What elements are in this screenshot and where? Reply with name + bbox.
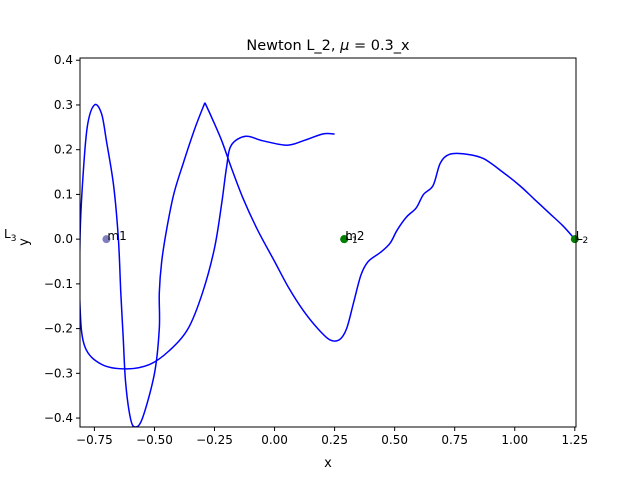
y-tick-label: 0.3	[54, 98, 73, 112]
x-tick-label: −0.25	[196, 433, 233, 447]
y-tick-label: −0.4	[44, 411, 73, 425]
y-tick-label: 0.1	[54, 187, 73, 201]
marker-l1	[340, 235, 349, 244]
x-axis-ticks: −0.75 −0.50 −0.25 0.00 0.25 0.50 0.75 1.00 1.25	[76, 427, 588, 447]
point-label-m1: m1	[107, 229, 126, 243]
x-tick-label: 0.00	[261, 433, 288, 447]
point-label-m2: m2	[345, 229, 364, 243]
trajectory-line-segment	[80, 102, 335, 427]
y-axis-ticks: −0.4 −0.3 −0.2 −0.1 0.0 0.1 0.2 0.3 0.4	[44, 53, 80, 425]
y-tick-label: −0.2	[44, 322, 73, 336]
trajectory-line	[204, 102, 576, 342]
plot-content	[80, 102, 576, 427]
x-tick-label: 1.00	[501, 433, 528, 447]
point-label-l1: L1	[345, 229, 357, 246]
y-tick-label: 0.0	[54, 232, 73, 246]
chart-title: Newton L_2, μ = 0.3_x	[246, 38, 410, 54]
x-tick-label: −0.75	[76, 433, 113, 447]
x-tick-label: 0.25	[321, 433, 348, 447]
point-label-l2: L2	[576, 229, 588, 246]
y-tick-label: −0.3	[44, 366, 73, 380]
plot-frame	[79, 57, 577, 428]
marker-m1	[102, 235, 111, 244]
y-tick-label: 0.4	[54, 53, 73, 67]
y-tick-label: 0.2	[54, 143, 73, 157]
y-tick-label: −0.1	[44, 277, 73, 291]
x-tick-label: 1.25	[561, 433, 588, 447]
x-axis-label: x	[324, 456, 332, 471]
markers-layer	[102, 235, 579, 244]
x-tick-label: −0.50	[136, 433, 173, 447]
y-axis-label: y	[17, 238, 32, 246]
point-label-l3: L3	[4, 227, 16, 244]
x-tick-label: 0.50	[381, 433, 408, 447]
marker-l2	[570, 235, 579, 244]
x-tick-label: 0.75	[441, 433, 468, 447]
